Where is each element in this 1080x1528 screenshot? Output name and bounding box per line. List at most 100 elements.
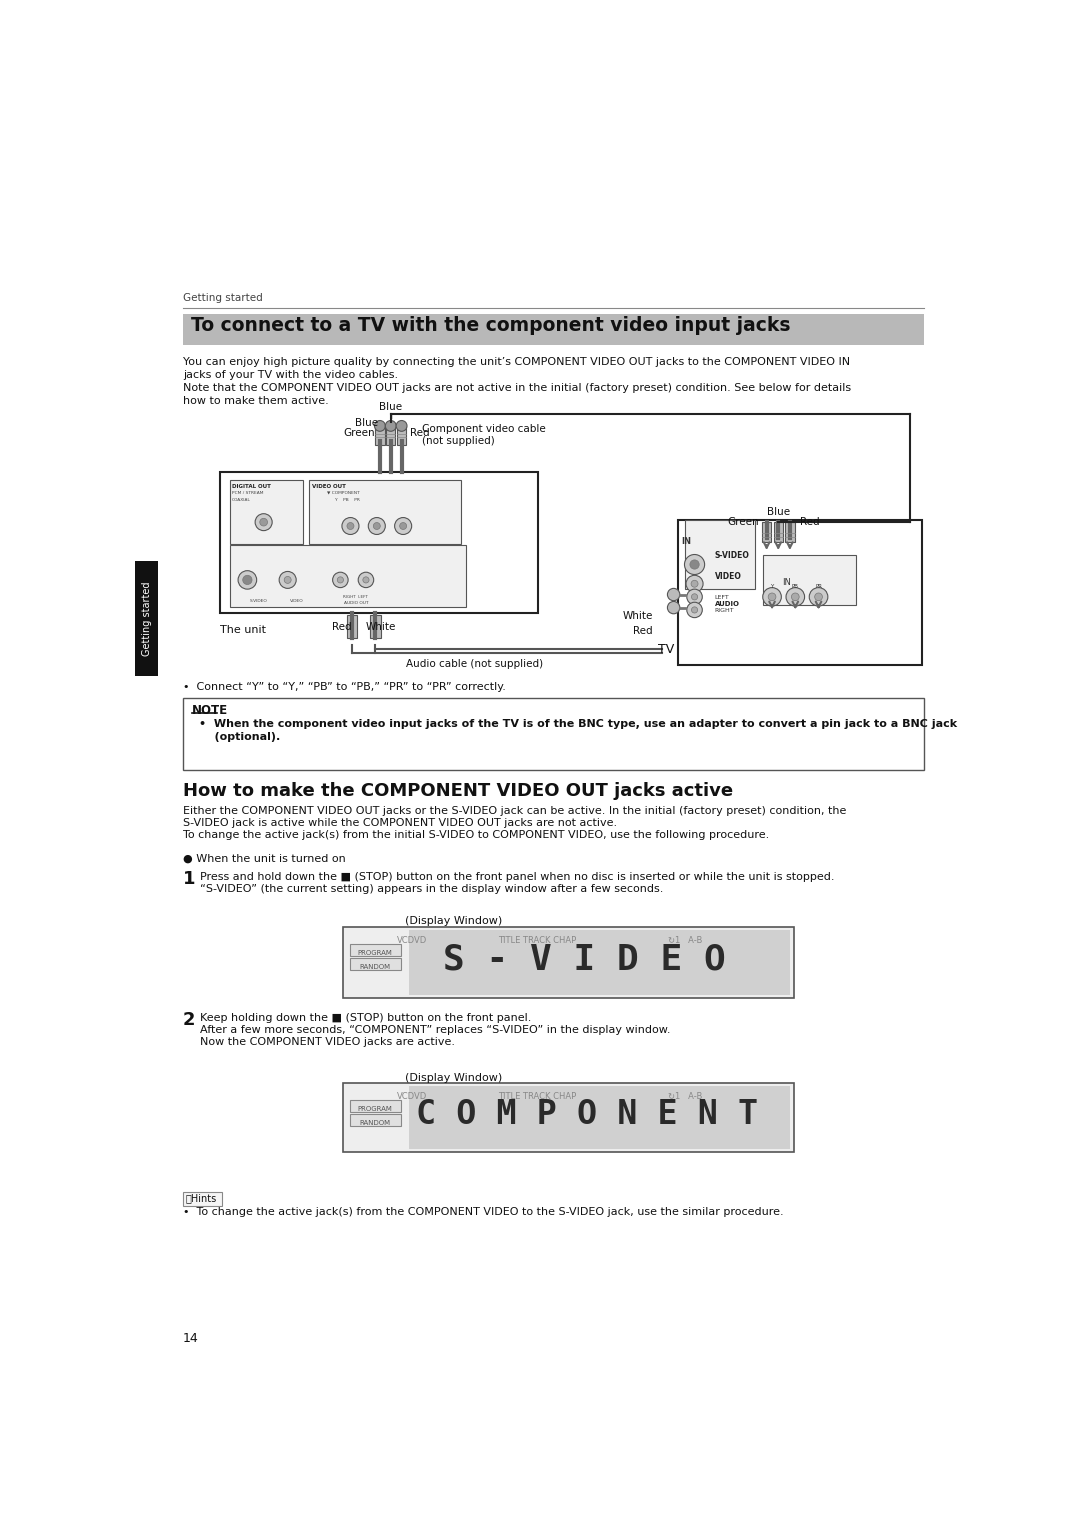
Bar: [350, 944, 401, 957]
Text: ● When the unit is turned on: ● When the unit is turned on: [183, 853, 346, 863]
Circle shape: [347, 523, 354, 530]
Text: 1: 1: [183, 871, 195, 888]
Bar: [220, 472, 538, 613]
Text: jacks of your TV with the video cables.: jacks of your TV with the video cables.: [183, 370, 399, 379]
Text: how to make them active.: how to make them active.: [183, 396, 328, 406]
Circle shape: [814, 593, 823, 601]
Bar: [408, 1086, 789, 1149]
Circle shape: [690, 559, 699, 568]
Circle shape: [400, 523, 407, 530]
Text: 14: 14: [183, 1332, 199, 1345]
Text: To connect to a TV with the component video input jacks: To connect to a TV with the component vi…: [191, 316, 791, 335]
Text: Green: Green: [343, 428, 375, 439]
Text: Blue: Blue: [767, 507, 789, 516]
Bar: [785, 523, 795, 542]
Text: After a few more seconds, “COMPONENT” replaces “S-VIDEO” in the display window.: After a few more seconds, “COMPONENT” re…: [200, 1025, 671, 1034]
Circle shape: [691, 594, 698, 601]
Text: ↻1   A-B: ↻1 A-B: [669, 937, 703, 946]
Bar: [350, 1114, 401, 1126]
Text: IN: IN: [782, 578, 791, 587]
Bar: [342, 927, 794, 998]
Text: Component video cable: Component video cable: [422, 423, 545, 434]
Circle shape: [363, 578, 369, 584]
Bar: [350, 1100, 401, 1112]
Text: Getting started: Getting started: [183, 293, 262, 303]
Text: Red: Red: [800, 516, 820, 527]
Text: To change the active jack(s) from the initial S-VIDEO to COMPONENT VIDEO, use th: To change the active jack(s) from the in…: [183, 830, 769, 840]
Circle shape: [809, 588, 828, 607]
Bar: [762, 555, 855, 605]
Bar: [183, 698, 924, 770]
Circle shape: [691, 581, 698, 587]
Bar: [230, 480, 303, 544]
Text: S-VIDEO: S-VIDEO: [249, 599, 268, 604]
Circle shape: [375, 420, 386, 431]
Circle shape: [386, 420, 396, 431]
Circle shape: [359, 571, 374, 588]
Bar: [369, 614, 380, 637]
Circle shape: [284, 576, 292, 584]
Text: Now the COMPONENT VIDEO jacks are active.: Now the COMPONENT VIDEO jacks are active…: [200, 1038, 455, 1047]
Text: White: White: [622, 611, 652, 620]
Text: VCDVD: VCDVD: [397, 937, 428, 946]
Circle shape: [374, 523, 380, 530]
Text: S - V I D E O: S - V I D E O: [444, 943, 726, 976]
Text: Red: Red: [410, 428, 430, 439]
Circle shape: [687, 602, 702, 617]
Text: Getting started: Getting started: [141, 581, 151, 656]
Bar: [350, 958, 401, 970]
Bar: [309, 480, 460, 544]
Bar: [342, 1083, 794, 1152]
Text: 2: 2: [183, 1012, 195, 1030]
Text: TV: TV: [658, 643, 674, 656]
Bar: [183, 315, 924, 345]
Bar: [408, 931, 789, 995]
Circle shape: [333, 571, 348, 588]
Bar: [230, 545, 465, 607]
Circle shape: [337, 578, 343, 584]
Bar: [677, 520, 921, 665]
Text: Audio cable (not supplied): Audio cable (not supplied): [406, 659, 543, 669]
Circle shape: [667, 602, 679, 614]
Text: Blue: Blue: [379, 402, 403, 413]
Circle shape: [687, 590, 702, 605]
Circle shape: [255, 513, 272, 530]
Text: Red: Red: [333, 622, 352, 633]
Bar: [183, 1192, 221, 1206]
Text: VCDVD: VCDVD: [397, 1093, 428, 1102]
Text: ↻1   A-B: ↻1 A-B: [669, 1093, 703, 1102]
Text: IN: IN: [681, 536, 691, 545]
Text: 💡Hints: 💡Hints: [186, 1193, 217, 1204]
Text: Red: Red: [633, 626, 652, 636]
Bar: [375, 426, 384, 445]
Bar: [387, 426, 395, 445]
Text: RANDOM: RANDOM: [360, 1120, 391, 1126]
Text: TITLE TRACK CHAP: TITLE TRACK CHAP: [498, 1093, 576, 1102]
Text: Blue: Blue: [355, 419, 378, 428]
Text: PROGRAM: PROGRAM: [357, 950, 393, 957]
Circle shape: [394, 518, 411, 535]
Text: RIGHT: RIGHT: [715, 608, 734, 613]
Text: (optional).: (optional).: [199, 732, 280, 743]
Text: How to make the COMPONENT VIDEO OUT jacks active: How to make the COMPONENT VIDEO OUT jack…: [183, 782, 733, 801]
Text: Green: Green: [727, 516, 759, 527]
Circle shape: [342, 518, 359, 535]
Circle shape: [396, 420, 407, 431]
Text: AUDIO: AUDIO: [715, 602, 740, 608]
Text: LEFT: LEFT: [715, 596, 729, 601]
Text: (Display Window): (Display Window): [405, 917, 502, 926]
Circle shape: [762, 588, 781, 607]
Circle shape: [279, 571, 296, 588]
Text: DIGITAL OUT: DIGITAL OUT: [232, 484, 271, 489]
Circle shape: [786, 588, 805, 607]
Text: RANDOM: RANDOM: [360, 964, 391, 970]
Circle shape: [768, 593, 775, 601]
Text: Keep holding down the ■ (STOP) button on the front panel.: Keep holding down the ■ (STOP) button on…: [200, 1013, 531, 1022]
Circle shape: [691, 607, 698, 613]
Bar: [773, 523, 783, 542]
Text: White: White: [366, 622, 396, 633]
Text: VIDEO: VIDEO: [291, 599, 303, 604]
Circle shape: [238, 570, 257, 590]
Text: NOTE: NOTE: [192, 704, 229, 717]
Circle shape: [792, 593, 799, 601]
